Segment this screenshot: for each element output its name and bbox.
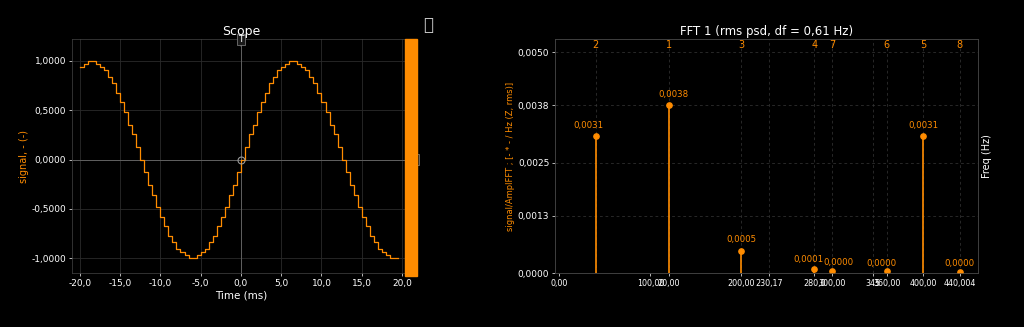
Text: 5: 5 xyxy=(921,40,927,50)
Text: L1: L1 xyxy=(409,155,419,164)
Text: 0,0005: 0,0005 xyxy=(726,235,757,244)
Text: 1: 1 xyxy=(666,40,672,50)
Y-axis label: signal/AmplFFT ; [- * - / Hz (Z, rms)]: signal/AmplFFT ; [- * - / Hz (Z, rms)] xyxy=(506,81,515,231)
Y-axis label: Freq (Hz): Freq (Hz) xyxy=(982,134,992,178)
Text: 6: 6 xyxy=(884,40,890,50)
Bar xyxy=(404,39,417,276)
Text: 0,0031: 0,0031 xyxy=(908,121,938,130)
Text: 8: 8 xyxy=(956,40,963,50)
Text: 3: 3 xyxy=(738,40,744,50)
Text: 0,0000: 0,0000 xyxy=(945,259,975,268)
Text: T: T xyxy=(239,35,244,44)
X-axis label: Time (ms): Time (ms) xyxy=(215,290,267,301)
Text: 0,0000: 0,0000 xyxy=(866,259,897,268)
Text: 0,0038: 0,0038 xyxy=(658,90,688,99)
Text: 0,0000: 0,0000 xyxy=(823,258,854,267)
Title: FFT 1 (rms psd, df = 0,61 Hz): FFT 1 (rms psd, df = 0,61 Hz) xyxy=(680,25,853,38)
Text: 4: 4 xyxy=(811,40,817,50)
Title: Scope: Scope xyxy=(222,25,260,38)
Text: 0,0001: 0,0001 xyxy=(794,255,823,264)
Text: 2: 2 xyxy=(593,40,599,50)
Text: ⌕: ⌕ xyxy=(423,15,433,34)
Y-axis label: signal, - (-): signal, - (-) xyxy=(18,129,29,183)
Text: 0,0031: 0,0031 xyxy=(573,121,603,130)
Text: 7: 7 xyxy=(829,40,836,50)
